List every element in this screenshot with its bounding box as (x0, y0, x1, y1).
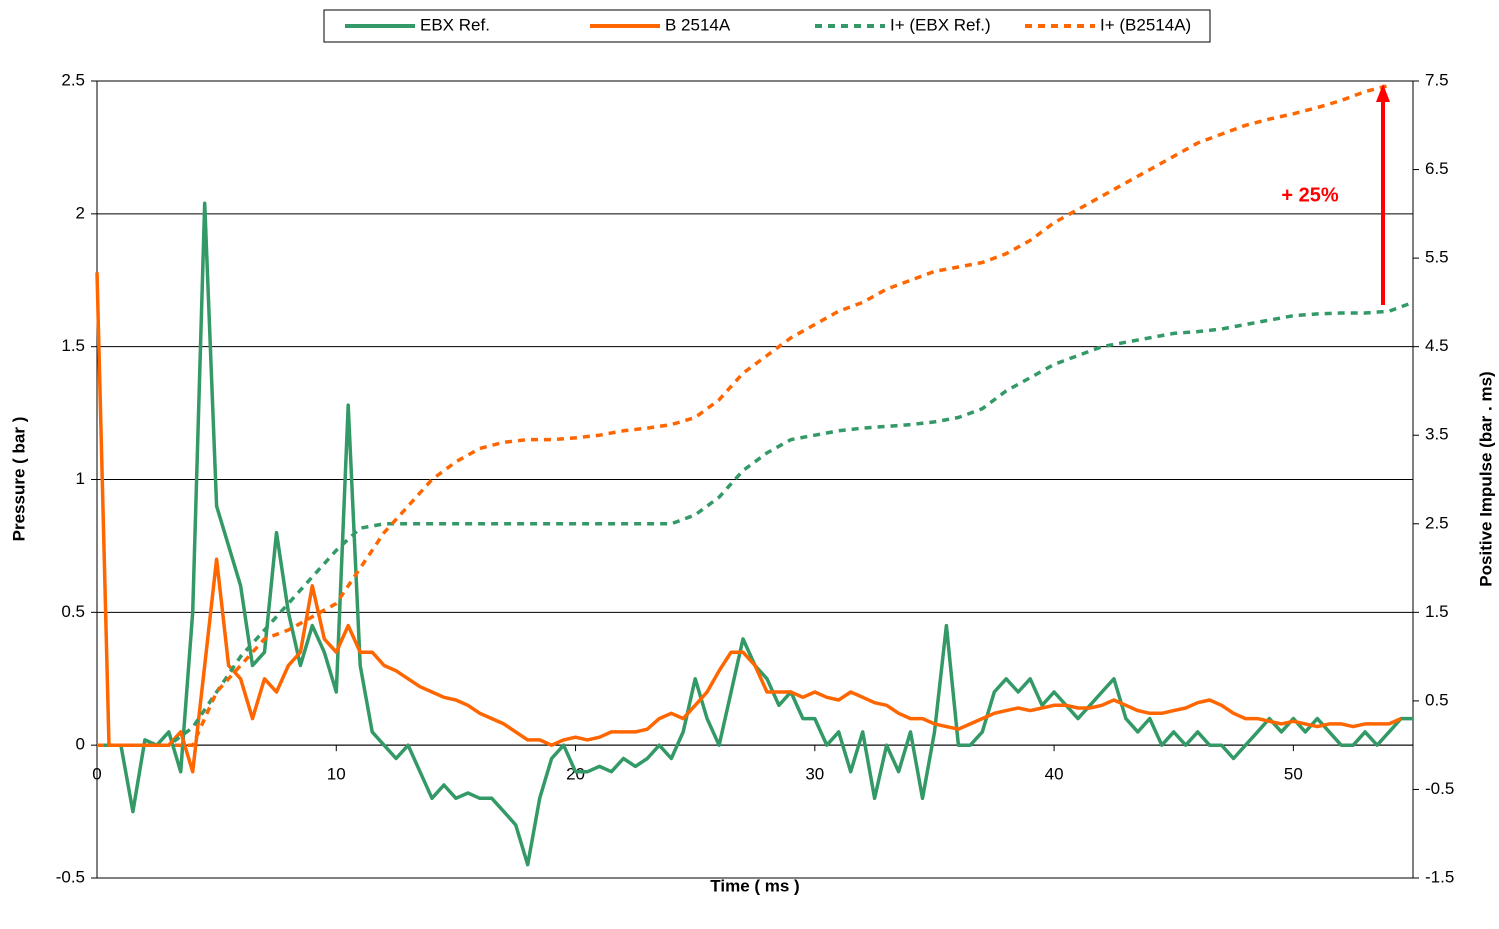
y2-tick-label: 6.5 (1425, 159, 1449, 178)
y2-tick-label: 7.5 (1425, 70, 1449, 89)
y-tick-label: 1.5 (61, 336, 85, 355)
y2-axis-title: Positive Impulse (bar . ms) (1476, 371, 1495, 586)
legend-label: EBX Ref. (420, 15, 490, 34)
y-axis-title: Pressure ( bar ) (9, 417, 28, 542)
y-tick-label: 2 (76, 203, 85, 222)
legend-box (323, 9, 1211, 43)
series-line (97, 201, 1413, 867)
x-tick-label: 30 (805, 765, 824, 784)
legend-label: I+ (B2514A) (1100, 15, 1191, 34)
y2-tick-label: -0.5 (1425, 779, 1454, 798)
plot-frame (96, 80, 1414, 879)
x-tick-label: 50 (1284, 765, 1303, 784)
x-axis-title: Time ( ms ) (710, 876, 799, 895)
y2-tick-label: 5.5 (1425, 248, 1449, 267)
legend-label: B 2514A (665, 15, 731, 34)
series-line (97, 83, 1390, 747)
annotation-arrowhead (1376, 84, 1390, 102)
series-line (97, 300, 1414, 747)
y2-tick-label: 4.5 (1425, 336, 1449, 355)
y2-tick-label: -1.5 (1425, 867, 1454, 886)
y2-tick-label: 1.5 (1425, 602, 1449, 621)
legend-label: I+ (EBX Ref.) (890, 15, 991, 34)
x-tick-label: 10 (327, 765, 346, 784)
y-tick-label: -0.5 (56, 867, 85, 886)
annotation: + 25% (1281, 184, 1338, 206)
series-line (95, 272, 1402, 774)
y2-tick-label: 0.5 (1425, 690, 1449, 709)
y2-tick-label: 2.5 (1425, 513, 1449, 532)
y-tick-label: 2.5 (61, 70, 85, 89)
x-tick-label: 20 (566, 765, 585, 784)
x-tick-label: 40 (1045, 765, 1064, 784)
y2-tick-label: 3.5 (1425, 425, 1449, 444)
y-tick-label: 1 (76, 469, 85, 488)
y-tick-label: 0.5 (61, 602, 85, 621)
y-tick-label: 0 (76, 735, 85, 754)
